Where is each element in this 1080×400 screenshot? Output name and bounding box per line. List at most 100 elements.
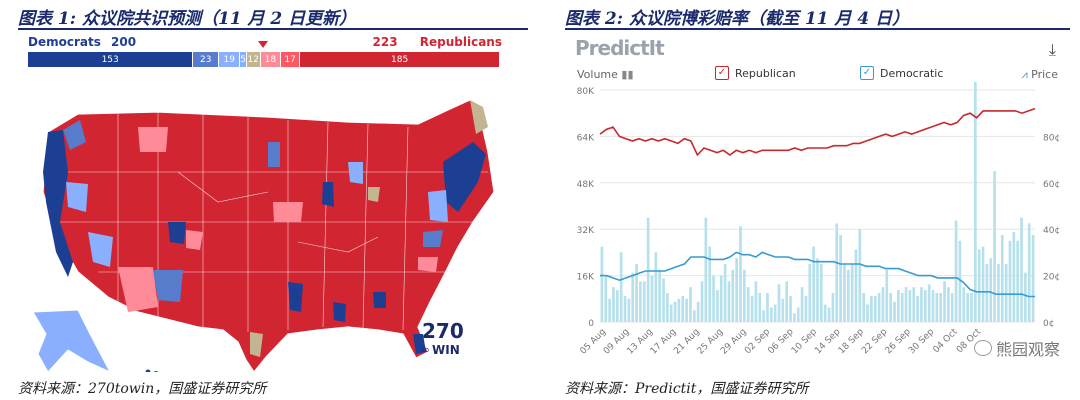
volume-bar bbox=[939, 293, 943, 322]
ohio-tossup bbox=[368, 187, 380, 202]
volume-bar bbox=[835, 223, 839, 322]
volume-bar bbox=[604, 275, 608, 322]
montana-lean-rep bbox=[138, 127, 168, 152]
volume-bar bbox=[816, 258, 819, 322]
volume-bar bbox=[769, 307, 773, 322]
seattle-dem bbox=[63, 120, 86, 150]
legend-democratic[interactable]: ✓ Democratic bbox=[860, 66, 943, 80]
volume-bar bbox=[823, 304, 827, 322]
wechat-icon bbox=[973, 340, 992, 356]
legend-republican[interactable]: ✓ Republican bbox=[715, 66, 796, 80]
volume-bar bbox=[754, 281, 758, 322]
democratic-check-icon: ✓ bbox=[860, 66, 874, 80]
volume-bar bbox=[904, 287, 908, 322]
figure-2-title: 图表 2: 众议院博彩赔率（截至 11 月 4 日） bbox=[565, 9, 910, 29]
volume-bar bbox=[881, 287, 885, 322]
volume-bar bbox=[977, 249, 981, 322]
chicago-dem bbox=[322, 182, 334, 207]
x-tick-label: 30 Sep bbox=[907, 327, 936, 356]
volume-bar bbox=[820, 264, 823, 322]
volume-bar bbox=[731, 269, 735, 322]
west-coast-dem bbox=[43, 130, 73, 277]
price-label: Price bbox=[1031, 68, 1058, 81]
volume-bar bbox=[739, 226, 742, 322]
volume-bar bbox=[927, 284, 931, 322]
predictit-panel: PredictIt ⤓ Volume ▮▮ ✓ Republican ✓ Dem… bbox=[565, 32, 1070, 374]
northeast-dem bbox=[443, 142, 486, 212]
volume-bar bbox=[893, 301, 896, 322]
colorado-lean-rep bbox=[186, 230, 203, 250]
volume-bar bbox=[677, 298, 681, 322]
figure-2-source: 资料来源：Predictit，国盛证券研究所 bbox=[565, 381, 809, 397]
volume-bar bbox=[642, 281, 646, 322]
watermark: 熊园观察 bbox=[973, 336, 1060, 360]
volume-bar bbox=[654, 252, 658, 322]
y-left-tick-label: 16K bbox=[577, 273, 595, 283]
volume-bar bbox=[943, 281, 946, 322]
predictit-brand: PredictIt bbox=[575, 36, 665, 60]
volume-bar bbox=[1012, 232, 1016, 322]
atlanta-dem bbox=[373, 292, 386, 308]
volume-bar bbox=[781, 298, 785, 322]
watermark-text: 熊园观察 bbox=[995, 340, 1060, 359]
volume-bar bbox=[1004, 264, 1008, 322]
y-right-tick-label: 0¢ bbox=[1043, 319, 1054, 329]
seat-segment-likely_dem: 23 bbox=[193, 52, 220, 67]
house-forecast-panel: Democrats 200 223 Republicans 153 23 19 5 12… bbox=[18, 32, 510, 374]
x-tick-label: 04 Oct bbox=[931, 327, 960, 356]
volume-bar bbox=[712, 275, 715, 322]
volume-bar bbox=[989, 258, 993, 322]
oregon-lean-dem bbox=[66, 182, 88, 212]
republican-label: Republican bbox=[735, 66, 796, 80]
volume-bar bbox=[808, 264, 812, 322]
figure-2-rule bbox=[565, 28, 1070, 30]
volume-bar bbox=[1016, 240, 1020, 322]
volume-bar bbox=[650, 275, 654, 322]
volume-bar bbox=[727, 281, 731, 322]
volume-bar bbox=[666, 293, 669, 322]
republicans-legend: 223 Republicans bbox=[373, 35, 502, 49]
seat-segment-lean_dem: 19 bbox=[219, 52, 241, 67]
volume-bar bbox=[970, 293, 973, 322]
volume-bar bbox=[885, 269, 889, 322]
volume-bar bbox=[612, 287, 615, 322]
virginia-dem bbox=[423, 230, 443, 247]
seat-segment-safe_rep: 185 bbox=[300, 52, 500, 67]
volume-toggle[interactable]: Volume ▮▮ bbox=[577, 68, 634, 81]
volume-bar bbox=[827, 307, 831, 322]
volume-bar bbox=[997, 264, 1000, 322]
volume-bar bbox=[843, 264, 846, 322]
volume-bar bbox=[1024, 272, 1027, 322]
colorado-dem bbox=[168, 222, 186, 244]
volume-bar bbox=[692, 310, 696, 322]
volume-bar bbox=[746, 287, 750, 322]
volume-bar bbox=[804, 295, 808, 322]
volume-bar bbox=[700, 281, 704, 322]
seat-segment-safe_dem: 153 bbox=[28, 52, 194, 67]
volume-bar bbox=[1020, 217, 1023, 322]
democrats-label: Democrats bbox=[28, 35, 101, 49]
volume-bar bbox=[866, 304, 869, 322]
volume-bar bbox=[858, 229, 862, 322]
line-chart-icon: ⩘ bbox=[1021, 68, 1028, 81]
volume-bar bbox=[627, 298, 631, 322]
volume-bar bbox=[766, 293, 769, 322]
volume-bar bbox=[619, 252, 623, 322]
volume-bar bbox=[831, 293, 835, 322]
download-icon: ⤓ bbox=[1048, 40, 1056, 59]
volume-bar bbox=[789, 295, 792, 322]
volume-bar bbox=[800, 287, 804, 322]
price-toggle[interactable]: ⩘ Price bbox=[1021, 68, 1058, 82]
volume-bar bbox=[658, 269, 661, 322]
volume-bar bbox=[623, 295, 627, 322]
republicans-total: 223 bbox=[372, 35, 398, 49]
arizona-lean-rep bbox=[118, 267, 158, 312]
logo-prefix: to bbox=[422, 346, 429, 354]
volume-bar bbox=[777, 284, 781, 322]
republicans-label: Republicans bbox=[419, 35, 502, 49]
maine-tossup bbox=[470, 100, 488, 134]
download-button[interactable]: ⤓ bbox=[1049, 40, 1056, 60]
democratic-price-line bbox=[600, 251, 1035, 298]
volume-bar bbox=[646, 217, 650, 322]
